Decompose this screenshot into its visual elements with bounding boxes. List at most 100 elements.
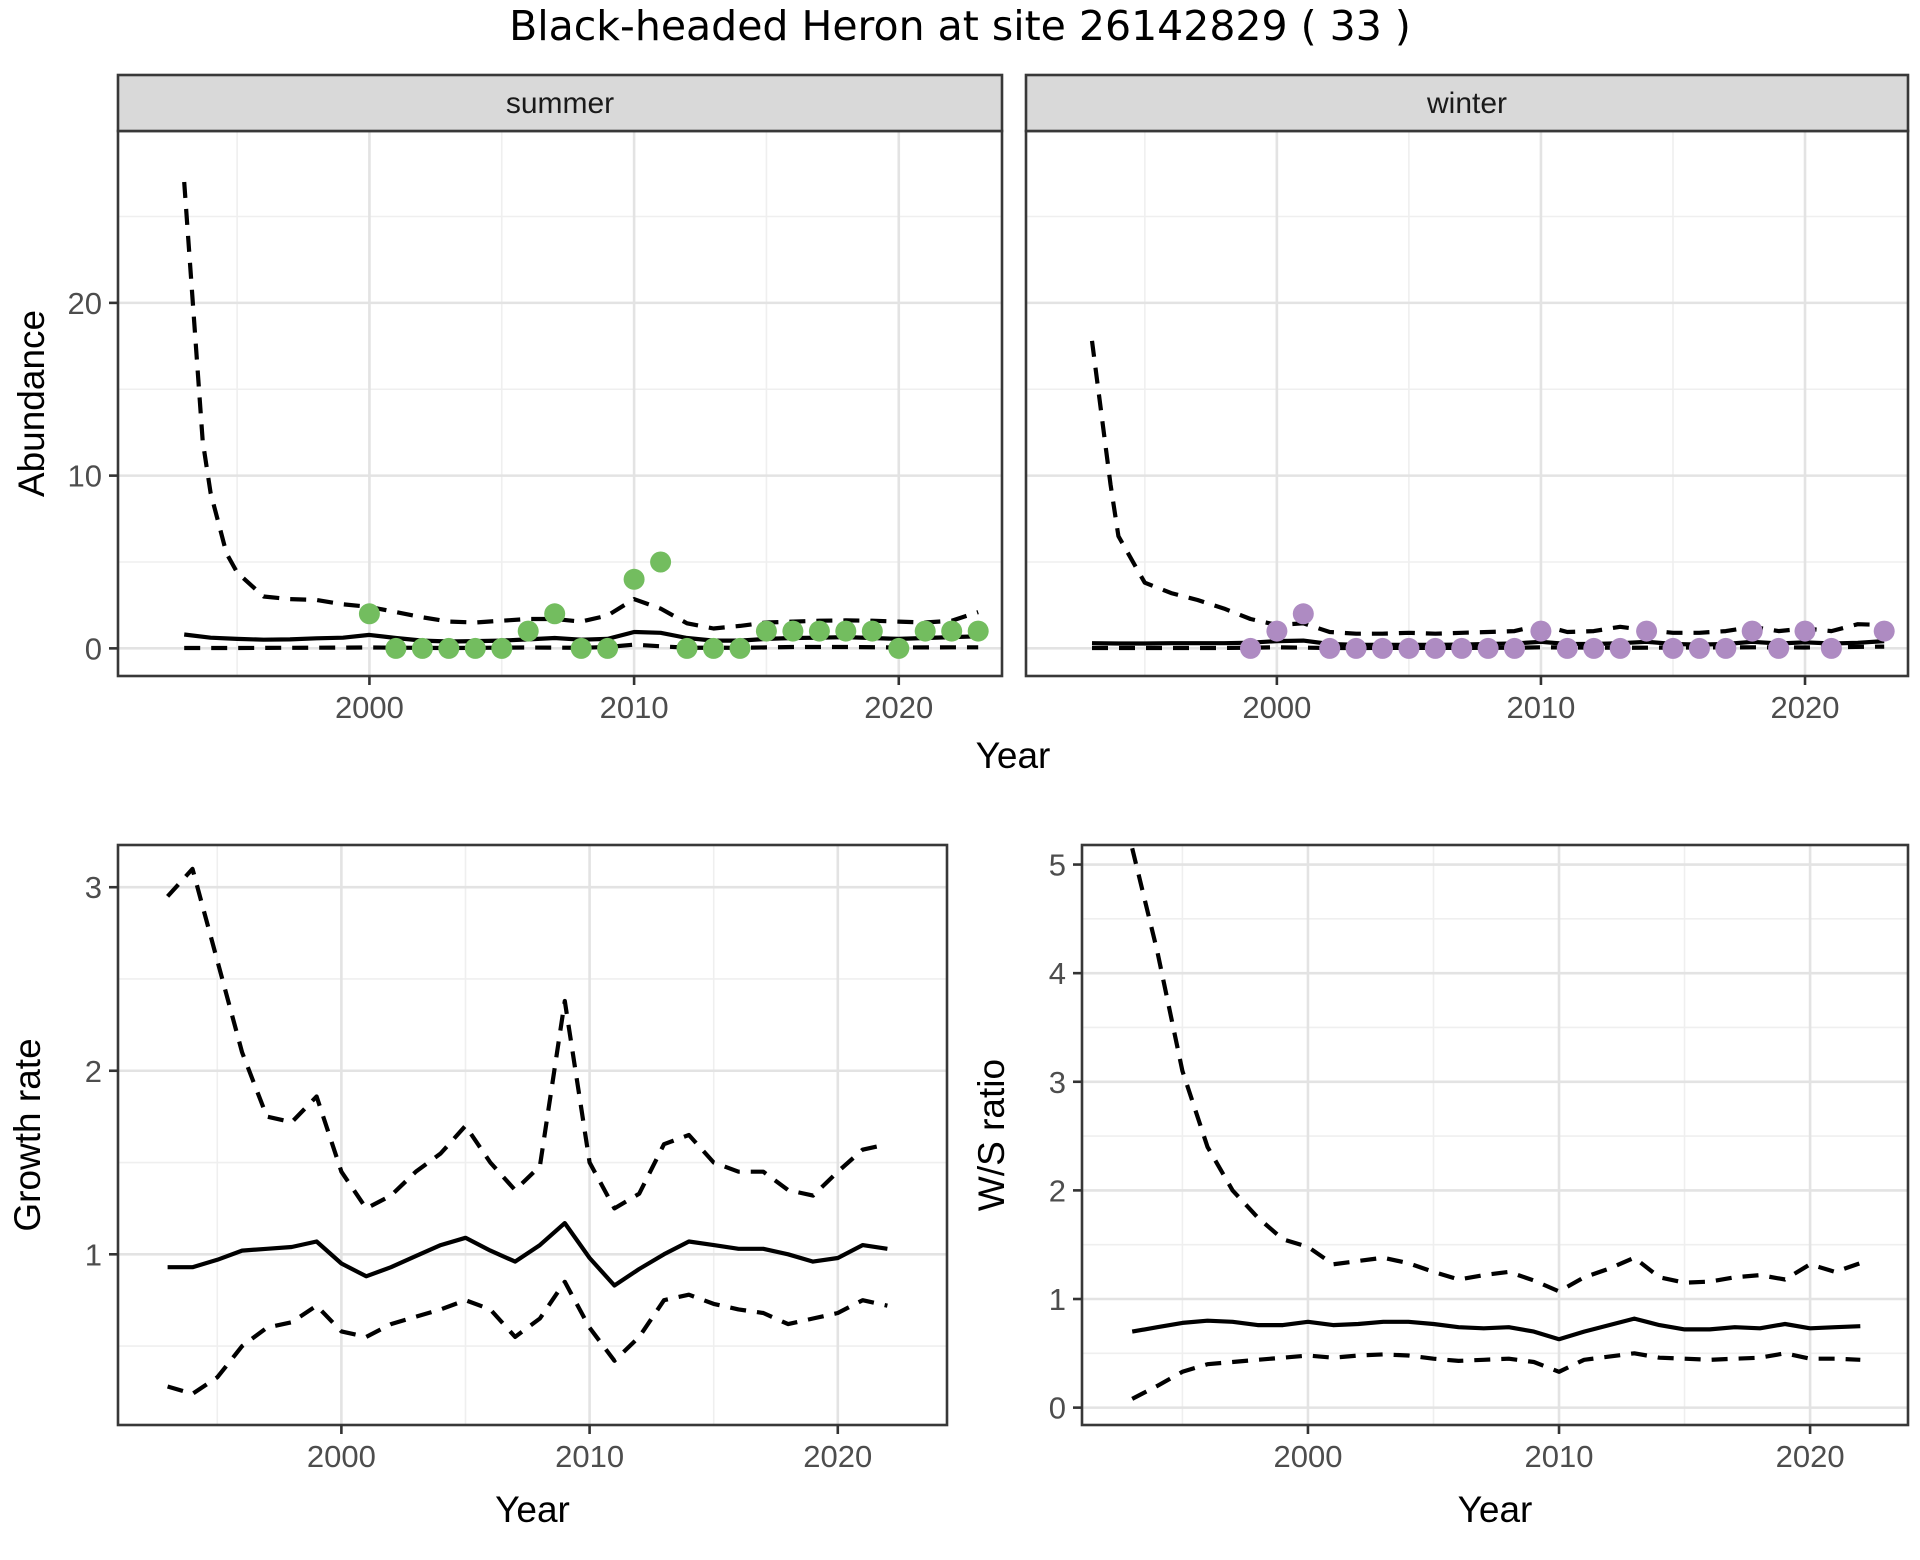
data-point — [755, 620, 777, 642]
data-point — [570, 637, 592, 659]
data-point — [1319, 637, 1341, 659]
x-tick-label: 2000 — [1242, 690, 1311, 725]
panel-background — [118, 131, 1002, 676]
data-point — [1688, 637, 1710, 659]
scatter-winter — [1240, 603, 1895, 659]
data-point — [623, 568, 645, 590]
data-point — [941, 620, 963, 642]
data-point — [1820, 637, 1842, 659]
series-lines — [1130, 847, 1861, 1401]
x-tick-label: 2020 — [864, 690, 933, 725]
grid-major — [1026, 131, 1908, 676]
series-median — [1131, 1316, 1861, 1342]
facet-strip-label: winter — [1426, 87, 1507, 120]
data-point — [1583, 637, 1605, 659]
x-axis-title-top: Year — [976, 735, 1051, 776]
data-point — [808, 620, 830, 642]
y-axis-title-abundance: Abundance — [11, 310, 52, 497]
series-lower_ci — [184, 642, 979, 651]
y-tick-label: 3 — [1049, 1065, 1066, 1100]
y-axis-title-growth: Growth rate — [7, 1038, 48, 1231]
data-point — [491, 637, 513, 659]
x-tick-label: 2010 — [600, 690, 669, 725]
data-point — [1292, 603, 1314, 625]
y-tick-label: 20 — [68, 286, 102, 321]
y-tick-label: 5 — [1049, 848, 1066, 883]
series-lines — [166, 866, 888, 1396]
data-point — [517, 620, 539, 642]
series-upper_ci — [182, 181, 979, 631]
y-tick-label: 4 — [1049, 956, 1066, 991]
grid-minor — [118, 131, 1002, 676]
series-lower_ci — [1131, 1351, 1861, 1401]
grid-minor — [118, 845, 947, 1425]
data-point — [729, 637, 751, 659]
data-point — [544, 603, 566, 625]
data-point — [385, 637, 407, 659]
data-point — [1609, 637, 1631, 659]
data-point — [1424, 637, 1446, 659]
series-upper_ci — [166, 866, 888, 1211]
data-point — [411, 637, 433, 659]
data-point — [1240, 637, 1261, 659]
y-tick-label: 0 — [85, 631, 102, 666]
x-axis-title-ws: Year — [1458, 1489, 1533, 1530]
y-tick-label: 2 — [1049, 1173, 1066, 1208]
data-point — [438, 637, 460, 659]
data-point — [464, 637, 486, 659]
facet-strip — [116, 73, 1004, 133]
y-tick-label: 2 — [85, 1054, 102, 1089]
x-tick-label: 2010 — [1506, 690, 1575, 725]
y-tick-label: 0 — [1049, 1391, 1066, 1426]
series-upper_ci — [1130, 847, 1861, 1294]
data-point — [1741, 620, 1763, 642]
scatter-summer — [358, 551, 989, 659]
series-median — [167, 1221, 888, 1288]
data-point — [1556, 637, 1578, 659]
data-point — [1662, 637, 1684, 659]
panel-border — [1080, 843, 1910, 1427]
chart-title: Black-headed Heron at site 26142829 ( 33… — [509, 2, 1411, 50]
data-point — [597, 637, 619, 659]
data-point — [1768, 637, 1790, 659]
y-axis-title-ws: W/S ratio — [971, 1059, 1012, 1211]
panel-background — [1082, 845, 1908, 1425]
data-point — [861, 620, 883, 642]
data-point — [676, 637, 698, 659]
data-point — [358, 603, 380, 625]
data-point — [1372, 637, 1393, 659]
x-tick-label: 2000 — [335, 690, 404, 725]
grid-major — [1082, 845, 1908, 1425]
y-tick-label: 1 — [1049, 1282, 1066, 1317]
data-point — [1345, 637, 1367, 659]
data-point — [967, 620, 989, 642]
data-point — [1530, 620, 1552, 642]
x-tick-label: 2020 — [1776, 1439, 1845, 1474]
data-point — [835, 620, 857, 642]
data-point — [1504, 637, 1525, 659]
data-point — [782, 620, 804, 642]
facet-strip — [1024, 73, 1910, 133]
panel-background — [1026, 131, 1908, 676]
series-lower_ci — [167, 1279, 888, 1396]
data-point — [1451, 637, 1473, 659]
facet-strip-label: summer — [506, 87, 614, 120]
x-tick-label: 2000 — [307, 1439, 376, 1474]
series-upper_ci — [1089, 340, 1885, 636]
data-point — [1477, 637, 1499, 659]
x-tick-label: 2020 — [803, 1439, 872, 1474]
data-point — [1794, 620, 1816, 642]
data-point — [1636, 620, 1658, 642]
y-tick-label: 1 — [85, 1237, 102, 1272]
y-tick-label: 3 — [85, 870, 102, 905]
panel-background — [118, 845, 947, 1425]
x-axis-title-growth: Year — [495, 1489, 570, 1530]
grid-minor — [1026, 131, 1908, 676]
data-point — [1398, 637, 1420, 659]
data-point — [703, 637, 724, 659]
data-point — [1873, 620, 1895, 642]
panel-border — [116, 843, 949, 1427]
panel-winter: winter 2000 2010 2020 — [1024, 73, 1910, 725]
